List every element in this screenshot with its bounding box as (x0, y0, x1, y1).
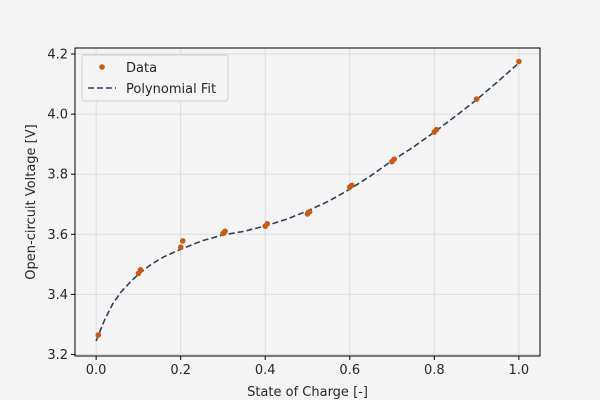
legend-fit-label: Polynomial Fit (126, 82, 216, 97)
x-axis-label: State of Charge [-] (247, 385, 368, 400)
data-point (516, 58, 522, 65)
data-point (473, 96, 480, 102)
x-tick-label: 0.4 (255, 363, 276, 378)
data-point (180, 238, 186, 244)
y-tick-label: 3.6 (47, 228, 68, 243)
data-point (95, 332, 102, 338)
y-tick-label: 4.2 (47, 48, 68, 63)
data-point (349, 182, 355, 189)
legend-data-label: Data (126, 61, 157, 76)
data-point (433, 126, 440, 133)
y-tick-label: 3.4 (47, 288, 68, 303)
y-tick-label: 3.8 (47, 168, 68, 183)
legend: Data Polynomial Fit (81, 54, 229, 102)
x-tick-label: 0.2 (170, 363, 191, 378)
data-point (177, 244, 184, 250)
y-tick-label: 3.2 (47, 348, 68, 363)
x-tick-label: 1.0 (509, 363, 530, 378)
y-axis-label: Open-circuit Voltage [V] (24, 124, 39, 279)
x-tick-label: 0.8 (424, 363, 445, 378)
x-tick-label: 0.0 (86, 363, 107, 378)
data-point (391, 156, 398, 162)
grid (75, 48, 540, 356)
plot-frame (74, 47, 541, 357)
data-point (264, 221, 271, 227)
x-tick-label: 0.6 (339, 363, 360, 378)
legend-box (81, 54, 229, 102)
series-layer (95, 58, 522, 342)
data-point (306, 209, 313, 215)
data-point (137, 267, 144, 273)
data-point (222, 228, 228, 235)
y-tick-label: 4.0 (47, 108, 68, 123)
legend-data-marker (99, 64, 105, 70)
ticks: 0.0 0.2 0.4 0.6 0.8 1.0 3.2 3.4 3.6 3.8 4.0 4.2 (47, 48, 529, 378)
